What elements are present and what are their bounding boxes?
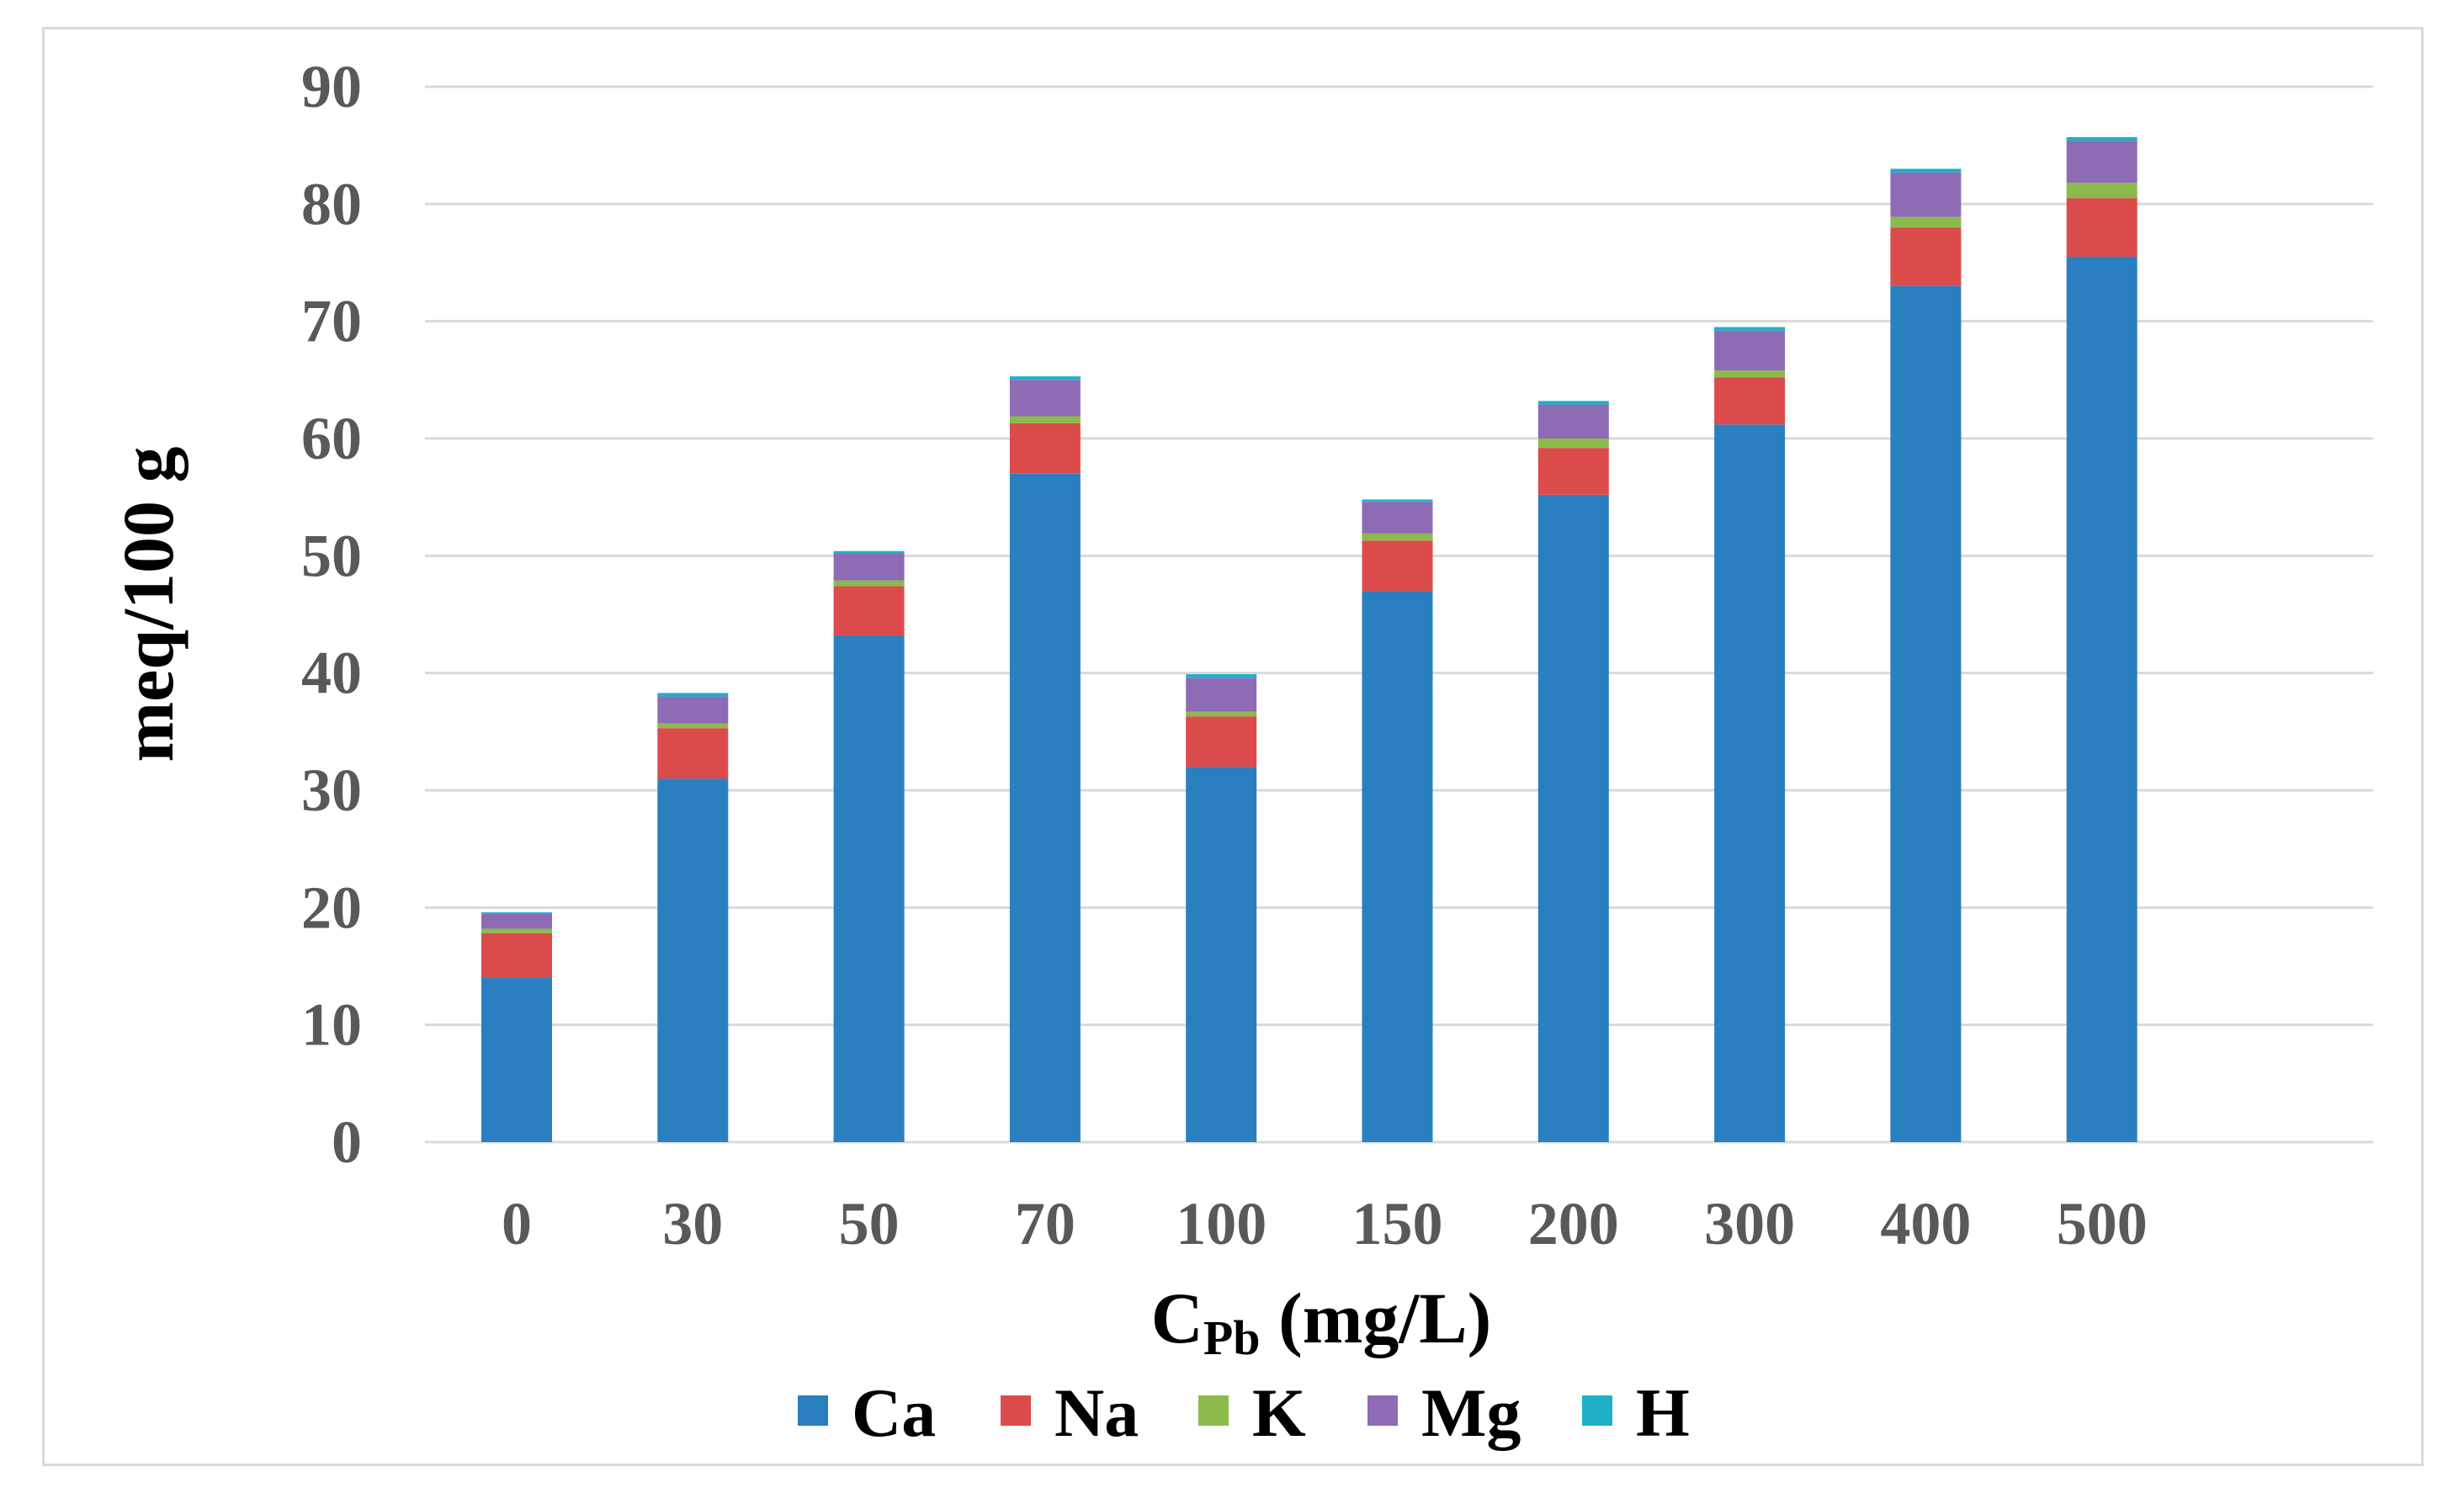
bars — [481, 136, 2137, 1142]
y-tick-label: 0 — [332, 1108, 362, 1176]
bar-segment-h — [1537, 401, 1609, 405]
legend: Ca Na K Mg H — [798, 1374, 1690, 1451]
bar-segment-k — [1714, 370, 1786, 378]
legend-swatch-na — [1001, 1395, 1031, 1426]
bar-segment-h — [1009, 376, 1081, 380]
bar-segment-ca — [1537, 494, 1609, 1142]
bar-segment-h — [481, 911, 552, 914]
x-tick-label: 500 — [2057, 1190, 2148, 1257]
bar-segment-na — [1537, 448, 1609, 495]
bar-segment-ca — [2066, 257, 2137, 1142]
bar-segment-mg — [833, 553, 905, 581]
bar-segment-na — [1714, 377, 1786, 425]
bar-segment-mg — [2066, 141, 2137, 183]
x-axis-title: CPb (mg/L) — [1151, 1278, 1491, 1365]
bar-segment-k — [1890, 216, 1962, 228]
bar-segment-ca — [1362, 591, 1433, 1142]
y-tick-label: 50 — [301, 522, 362, 589]
x-tick-label: 400 — [1880, 1190, 1971, 1257]
bar-segment-ca — [481, 977, 552, 1142]
bar-segment-mg — [1362, 502, 1433, 534]
bar-segment-ca — [833, 635, 905, 1142]
bar-segment-k — [833, 580, 905, 587]
bar-segment-mg — [1537, 404, 1609, 438]
legend-label-k: K — [1252, 1374, 1306, 1451]
bar-segment-h — [2066, 136, 2137, 141]
x-tick-labels: 0 30 50 70 100 150 200 300 400 500 — [502, 1190, 2148, 1257]
y-tick-label: 70 — [301, 288, 362, 355]
bar-segment-k — [481, 928, 552, 933]
bar-segment-na — [657, 728, 729, 779]
legend-swatch-ca — [798, 1395, 828, 1426]
x-tick-label: 70 — [1015, 1190, 1075, 1257]
x-tick-label: 50 — [839, 1190, 900, 1257]
x-tick-label: 0 — [502, 1190, 532, 1257]
bar-segment-mg — [1009, 380, 1081, 417]
bar-segment-k — [1009, 416, 1081, 423]
bar-segment-ca — [1009, 473, 1081, 1142]
bar-segment-mg — [481, 913, 552, 929]
bar-segment-h — [1362, 499, 1433, 502]
y-tick-label: 90 — [301, 53, 362, 120]
legend-label-ca: Ca — [852, 1374, 936, 1451]
y-tick-label: 80 — [301, 170, 362, 237]
legend-label-mg: Mg — [1421, 1374, 1521, 1451]
legend-swatch-k — [1198, 1395, 1229, 1426]
x-axis-title-subscript: Pb — [1203, 1310, 1261, 1365]
legend-label-na: Na — [1054, 1374, 1139, 1451]
x-tick-label: 150 — [1352, 1190, 1443, 1257]
x-axis-title-unit: (mg/L) — [1261, 1278, 1492, 1358]
bar-segment-mg — [1890, 172, 1962, 217]
bar-segment-ca — [1714, 424, 1786, 1142]
bar-segment-h — [833, 550, 905, 554]
x-tick-label: 200 — [1528, 1190, 1619, 1257]
x-axis-title-main: C — [1151, 1278, 1203, 1358]
bar-segment-h — [1714, 327, 1786, 331]
y-tick-label: 30 — [301, 757, 362, 824]
bar-segment-mg — [1714, 330, 1786, 371]
gridlines — [425, 85, 2373, 1144]
legend-swatch-mg — [1367, 1395, 1398, 1426]
y-tick-label: 40 — [301, 640, 362, 707]
x-tick-label: 30 — [662, 1190, 723, 1257]
bar-segment-h — [1186, 674, 1257, 678]
bar-segment-k — [1186, 711, 1257, 717]
bar-segment-na — [1890, 227, 1962, 286]
bar-segment-na — [481, 933, 552, 978]
y-axis-title: meq/100 g — [108, 446, 189, 762]
bar-segment-na — [2066, 198, 2137, 258]
bar-segment-na — [833, 586, 905, 636]
bar-segment-mg — [1186, 678, 1257, 712]
bar-segment-ca — [657, 779, 729, 1142]
bar-segment-na — [1009, 423, 1081, 474]
bar-segment-h — [1890, 168, 1962, 173]
y-tick-label: 20 — [301, 874, 362, 941]
x-tick-label: 300 — [1704, 1190, 1795, 1257]
bar-segment-k — [1537, 438, 1609, 449]
bar-segment-na — [1186, 716, 1257, 768]
bar-segment-k — [2066, 183, 2137, 199]
bar-segment-k — [657, 723, 729, 729]
y-tick-labels: 0 10 20 30 40 50 60 70 80 90 — [301, 53, 362, 1176]
bar-segment-k — [1362, 533, 1433, 541]
y-tick-label: 10 — [301, 991, 362, 1059]
legend-label-h: H — [1636, 1374, 1690, 1451]
bar-segment-ca — [1890, 285, 1962, 1142]
x-tick-label: 100 — [1176, 1190, 1267, 1257]
legend-swatch-h — [1582, 1395, 1612, 1426]
bar-segment-h — [657, 693, 729, 697]
bar-segment-mg — [657, 696, 729, 724]
bar-segment-ca — [1186, 767, 1257, 1142]
y-tick-label: 60 — [301, 405, 362, 472]
bar-segment-na — [1362, 540, 1433, 592]
